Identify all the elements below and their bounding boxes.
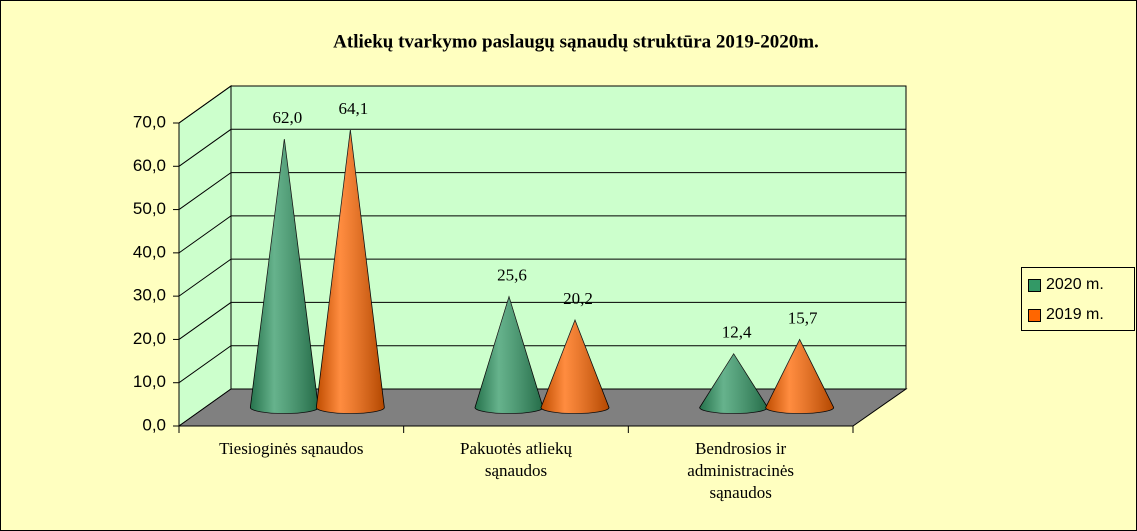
x-tick-label: Tiesioginės sąnaudos [219, 439, 364, 458]
value-label: 62,0 [272, 108, 302, 127]
y-tick-label: 70,0 [133, 112, 166, 131]
cone-shade [250, 139, 319, 414]
value-label: 20,2 [563, 289, 593, 308]
chart-title: Atliekų tvarkymo paslaugų sąnaudų strukt… [333, 31, 819, 52]
value-label: 15,7 [788, 308, 818, 327]
value-label: 25,6 [497, 266, 527, 285]
cone-shade [316, 130, 385, 414]
y-tick-label: 50,0 [133, 199, 166, 218]
legend-label: 2020 m. [1046, 276, 1104, 293]
grid-line [178, 128, 906, 167]
y-tick-label: 30,0 [133, 286, 166, 305]
legend-item: 2020 m. [1022, 272, 1134, 298]
y-tick-label: 20,0 [133, 329, 166, 348]
grid-line [178, 345, 906, 384]
cone-shade [541, 320, 609, 414]
y-tick-label: 0,0 [142, 415, 166, 434]
x-tick-label: Bendrosios ir administracinės sąnaudos [687, 439, 794, 502]
y-tick-label: 40,0 [133, 242, 166, 261]
grid-line [178, 258, 906, 297]
y-tick-label: 60,0 [133, 156, 166, 175]
grid-line [178, 301, 906, 340]
side-wall [178, 85, 232, 427]
cone-shade [699, 353, 768, 414]
cone-shade [475, 296, 543, 414]
cone-shade [765, 339, 834, 414]
legend: 2020 m. 2019 m. [1021, 267, 1135, 331]
value-label: 64,1 [338, 99, 368, 118]
legend-item: 2019 m. [1022, 302, 1134, 328]
grid-line [178, 85, 906, 124]
legend-swatch [1028, 278, 1041, 292]
grid-line [178, 215, 906, 254]
legend-label: 2019 m. [1046, 306, 1104, 323]
legend-swatch [1028, 308, 1041, 322]
y-tick-label: 10,0 [133, 372, 166, 391]
value-label: 12,4 [722, 323, 752, 342]
x-tick-label: Pakuotės atliekų sąnaudos [460, 439, 572, 480]
grid-line [178, 172, 906, 210]
